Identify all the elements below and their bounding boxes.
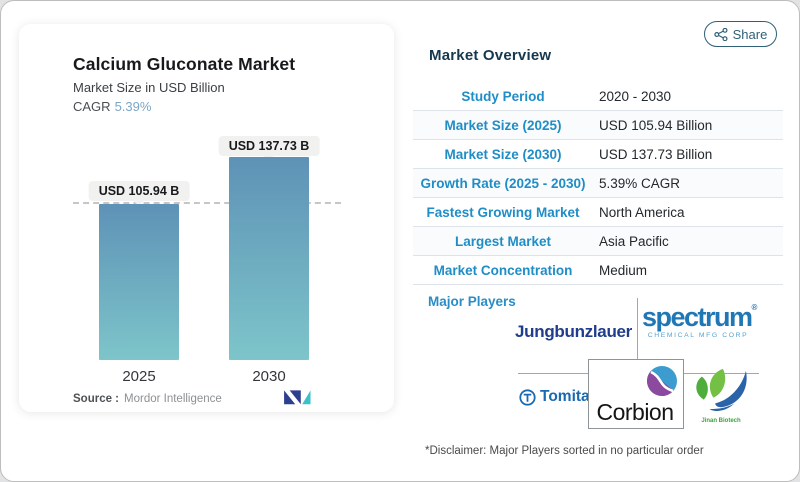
- reference-dashed-line: [73, 202, 341, 204]
- spectrum-logo: spectrum® CHEMICAL MFG CORP: [642, 302, 758, 340]
- table-row: Fastest Growing Market North America: [413, 198, 783, 227]
- spectrum-wordmark: spectrum®: [642, 302, 758, 332]
- row-label: Growth Rate (2025 - 2030): [420, 175, 586, 191]
- row-value: North America: [599, 204, 685, 220]
- jinan-biotech-logo: Jinan Biotech: [689, 367, 753, 424]
- x-axis-label-2030: 2030: [252, 368, 286, 385]
- chart-title: Calcium Gluconate Market: [73, 54, 296, 74]
- players-vertical-divider: [637, 298, 638, 359]
- chart-subtitle: Market Size in USD Billion: [73, 80, 225, 95]
- tomita-logo: Tomita: [519, 388, 590, 406]
- corbion-wordmark: Corbion: [596, 399, 674, 425]
- mordor-intelligence-logo-icon: [284, 389, 312, 410]
- tomita-wordmark: Tomita: [540, 388, 590, 405]
- row-label: Study Period: [461, 88, 545, 104]
- chart-cagr: CAGR 5.39%: [73, 99, 151, 114]
- row-value: 5.39% CAGR: [599, 175, 681, 191]
- table-row: Market Size (2030) USD 137.73 Billion: [413, 140, 783, 169]
- row-label: Market Size (2025): [444, 117, 562, 133]
- row-value: 2020 - 2030: [599, 88, 672, 104]
- share-icon: [713, 27, 728, 41]
- registered-mark: ®: [751, 303, 758, 312]
- table-row: Study Period 2020 - 2030: [413, 82, 783, 111]
- row-label: Market Concentration: [433, 262, 573, 278]
- bar-value-label-2025: USD 105.94 B: [88, 181, 190, 201]
- row-value: USD 105.94 Billion: [599, 117, 713, 133]
- corbion-logo: Corbion: [588, 359, 684, 429]
- disclaimer-text: *Disclaimer: Major Players sorted in no …: [425, 445, 704, 457]
- market-overview-table: Study Period 2020 - 2030 Market Size (20…: [413, 82, 783, 285]
- source-label: Source :: [73, 393, 120, 405]
- bar-2030: [229, 157, 309, 360]
- source-value: Mordor Intelligence: [124, 393, 222, 405]
- jinan-biotech-leaf-icon: [696, 368, 747, 412]
- tomita-circle-t-icon: [519, 388, 536, 406]
- table-row: Market Concentration Medium: [413, 256, 783, 285]
- share-label: Share: [732, 26, 768, 42]
- corbion-swirl-icon: [647, 366, 677, 396]
- table-row: Largest Market Asia Pacific: [413, 227, 783, 256]
- row-label: Fastest Growing Market: [426, 204, 580, 220]
- jinan-biotech-wordmark: Jinan Biotech: [701, 418, 741, 424]
- major-players-heading: Major Players: [428, 294, 516, 309]
- cagr-label: CAGR: [73, 99, 111, 114]
- row-label: Largest Market: [454, 233, 552, 249]
- spectrum-subtext: CHEMICAL MFG CORP: [647, 332, 749, 339]
- table-row: Market Size (2025) USD 105.94 Billion: [413, 111, 783, 140]
- x-axis-label-2025: 2025: [122, 368, 156, 385]
- chart-card: Calcium Gluconate Market Market Size in …: [19, 24, 394, 412]
- source-line: Source : Mordor Intelligence: [73, 393, 222, 405]
- table-row: Growth Rate (2025 - 2030) 5.39% CAGR: [413, 169, 783, 198]
- cagr-value: 5.39%: [114, 99, 152, 114]
- row-label: Market Size (2030): [444, 146, 562, 162]
- market-overview-heading: Market Overview: [429, 47, 552, 64]
- bar-value-label-2030: USD 137.73 B: [218, 136, 320, 156]
- row-value: Medium: [599, 262, 648, 278]
- row-value: USD 137.73 Billion: [599, 146, 713, 162]
- row-value: Asia Pacific: [599, 233, 669, 249]
- jungbunzlauer-logo: Jungbunzlauer: [515, 322, 632, 341]
- players-horizontal-divider-left: [518, 373, 588, 374]
- bar-2025: [99, 204, 179, 360]
- share-button[interactable]: Share: [704, 21, 777, 47]
